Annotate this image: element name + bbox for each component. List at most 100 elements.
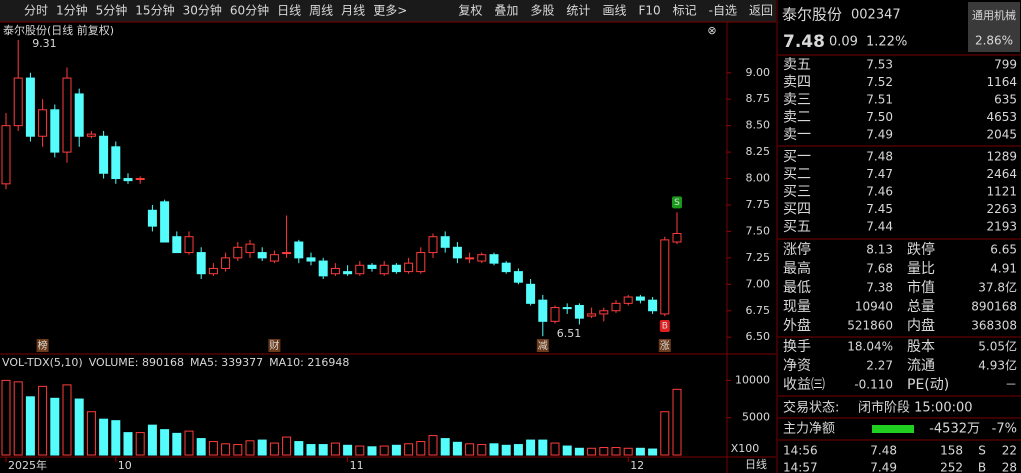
volume-bar <box>428 435 438 456</box>
candle-body <box>25 77 35 137</box>
book-label: 卖一 <box>783 127 811 143</box>
event-label: 涨 <box>660 340 670 352</box>
candle-body <box>440 236 450 248</box>
candle-body <box>465 257 475 260</box>
volume-bar <box>25 396 35 456</box>
book-volume: 635 <box>994 93 1017 107</box>
tick-count: 22 <box>1002 444 1017 458</box>
volume-bar <box>221 443 231 456</box>
event-box <box>658 339 671 352</box>
candle-body <box>147 209 157 227</box>
stat-value: 10940 <box>855 300 893 314</box>
toolbar-button[interactable]: 标记 <box>673 4 697 18</box>
y-tick-label: 6.50 <box>746 330 771 343</box>
toolbar-tab[interactable]: 更多> <box>373 4 407 18</box>
tick-count: 28 <box>1002 461 1017 473</box>
volume-bar <box>74 398 84 456</box>
event-box <box>36 339 49 352</box>
volume-bar <box>452 441 462 456</box>
toolbar-button[interactable]: 画线 <box>602 4 626 18</box>
volume-bar <box>465 443 475 456</box>
candle-body <box>221 257 231 269</box>
y-tick-label: 10000 <box>735 373 770 386</box>
toolbar-tab[interactable]: 30分钟 <box>183 3 222 18</box>
volume-bar <box>99 418 109 456</box>
flow-label: 主力净额 <box>783 422 835 437</box>
toolbar-tab[interactable]: 日线 <box>277 4 301 18</box>
candle-body <box>526 283 536 304</box>
volume-bar <box>135 432 145 456</box>
toolbar-button[interactable]: 多股 <box>530 4 554 18</box>
toolbar-button[interactable]: F10 <box>638 4 660 18</box>
candle-body <box>355 264 365 275</box>
volume-bar <box>38 385 48 456</box>
book-label: 买三 <box>783 184 811 200</box>
volume-bar <box>160 429 170 456</box>
toolbar-button[interactable]: -自选 <box>709 4 737 18</box>
candle-body <box>196 252 206 275</box>
change-pct: 1.22% <box>866 35 907 50</box>
volume-bar <box>147 424 157 456</box>
book-volume: 2193 <box>986 220 1017 234</box>
book-volume: 2263 <box>986 202 1017 216</box>
volume-bar <box>526 439 536 456</box>
candle-body <box>135 178 145 181</box>
volume-bar <box>330 442 340 456</box>
book-price: 7.48 <box>866 150 893 164</box>
candle-body <box>306 257 316 262</box>
tick-volume: 158 <box>940 444 963 458</box>
volume-header: MA5: 339377 <box>190 356 263 369</box>
stat-label: 流通 <box>907 358 935 374</box>
event-box <box>268 339 281 352</box>
event-box <box>536 339 549 352</box>
toolbar-tab[interactable]: 5分钟 <box>96 3 128 18</box>
toolbar-tab[interactable]: 60分钟 <box>230 3 269 18</box>
book-volume: 1164 <box>986 75 1017 89</box>
toolbar-button[interactable]: 统计 <box>566 4 590 18</box>
candle-body <box>379 264 389 275</box>
tick-price: 7.49 <box>870 461 897 473</box>
toolbar-button[interactable]: 复权 <box>458 4 482 18</box>
tick-time: 14:57 <box>783 461 818 473</box>
close-icon[interactable]: ⊗ <box>707 24 716 37</box>
candle-body <box>38 109 48 137</box>
toolbar-tab[interactable]: 月线 <box>341 4 365 18</box>
stock-name: 泰尔股份 <box>782 6 842 24</box>
stat-label: 涨停 <box>783 241 811 258</box>
toolbar-tab[interactable]: 1分钟 <box>56 3 88 18</box>
volume-bar <box>208 441 218 456</box>
volume-bar <box>416 441 426 456</box>
book-volume: 2045 <box>986 128 1017 142</box>
volume-bar <box>172 432 182 456</box>
y-tick-label: 8.25 <box>746 145 771 158</box>
toolbar-button[interactable]: 叠加 <box>494 4 518 18</box>
stat-label: 净资 <box>783 358 811 374</box>
candle-body <box>550 307 560 322</box>
y-tick-label: 8.75 <box>746 92 771 105</box>
toolbar-button[interactable]: 返回 <box>749 4 773 18</box>
candle-body <box>99 135 109 174</box>
volume-bar <box>50 397 60 456</box>
stat-label: 总量 <box>907 299 935 315</box>
volume-bar <box>391 444 401 456</box>
candle-body <box>635 296 645 301</box>
candle-body <box>477 254 487 262</box>
book-price: 7.50 <box>866 110 893 124</box>
candle-body <box>172 236 182 254</box>
candle-body <box>538 299 548 322</box>
toolbar-tab[interactable]: 分时 <box>24 4 48 18</box>
event-label: 榜 <box>38 339 48 352</box>
toolbar-tab[interactable]: 15分钟 <box>135 3 174 18</box>
candle-body <box>574 304 584 319</box>
candle-body <box>233 246 243 259</box>
x-tick-label: 10 <box>118 459 132 472</box>
industry-pct: 2.86% <box>975 34 1013 48</box>
volume-bar <box>86 411 96 456</box>
candle-body <box>318 260 328 277</box>
volume-bar <box>599 447 609 456</box>
toolbar-tab[interactable]: 周线 <box>309 4 333 18</box>
candle-body <box>513 271 523 283</box>
volume-bar <box>635 447 645 456</box>
tick-time: 14:56 <box>783 444 818 458</box>
book-price: 7.52 <box>866 75 893 89</box>
